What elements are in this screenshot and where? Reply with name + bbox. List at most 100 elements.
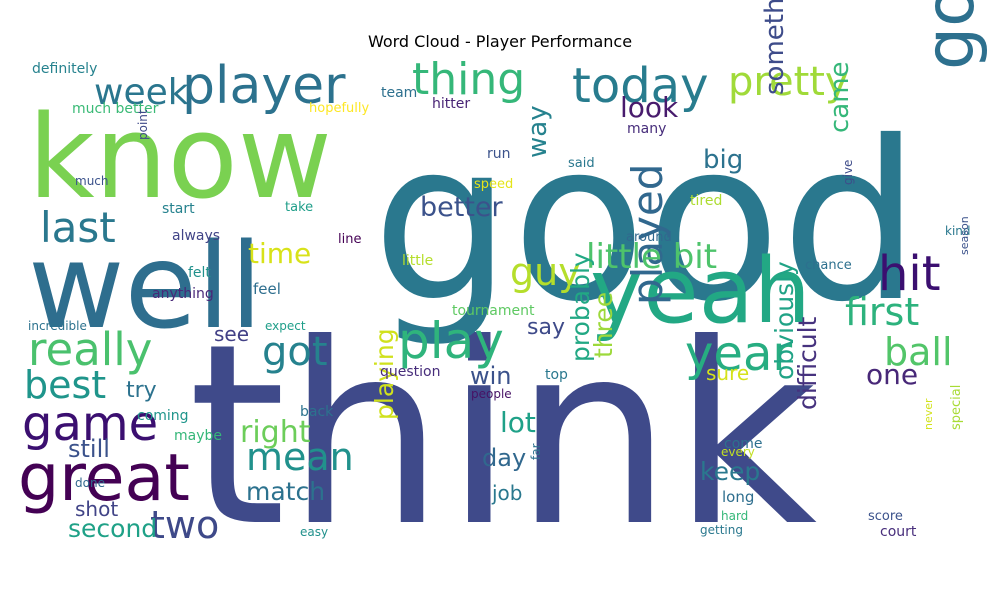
word-big: big bbox=[703, 145, 743, 175]
word-hitter: hitter bbox=[432, 96, 470, 112]
word-come: come bbox=[724, 436, 763, 452]
word-anything: anything bbox=[152, 286, 214, 302]
word-tired: tired bbox=[690, 193, 722, 209]
word-feel: feel bbox=[253, 280, 281, 298]
word-got: got bbox=[262, 329, 328, 375]
chart-title: Word Cloud - Player Performance bbox=[367, 32, 633, 51]
word-little: little bbox=[402, 253, 433, 269]
word-easy: easy bbox=[300, 525, 328, 539]
word-day: day bbox=[482, 444, 526, 472]
word-week: week bbox=[94, 72, 189, 113]
word-score: score bbox=[868, 509, 903, 524]
word-match: match bbox=[246, 477, 325, 506]
word-right: right bbox=[240, 415, 311, 450]
word-getting: getting bbox=[700, 523, 743, 537]
word-never: never bbox=[922, 398, 935, 430]
word-thing: thing bbox=[412, 54, 525, 105]
word-shot: shot bbox=[75, 497, 118, 521]
word-player: player bbox=[182, 56, 346, 116]
word-team: team bbox=[381, 85, 417, 101]
word-tournament: tournament bbox=[452, 303, 535, 319]
word-long: long bbox=[722, 488, 754, 506]
word-playing: playing bbox=[370, 328, 399, 420]
word-little-bit: little bit bbox=[586, 237, 717, 277]
word-court: court bbox=[880, 524, 917, 540]
word-much-better: much better bbox=[72, 101, 159, 117]
word-two: two bbox=[150, 503, 219, 547]
word-hard: hard bbox=[721, 509, 748, 523]
word-came: came bbox=[825, 61, 855, 133]
word-much: much bbox=[75, 174, 109, 188]
word-point: point bbox=[136, 109, 150, 140]
word-felt: felt bbox=[188, 265, 211, 281]
word-maybe: maybe bbox=[174, 428, 222, 444]
word-obviously: obviously bbox=[770, 261, 799, 380]
word-second: second bbox=[68, 514, 157, 543]
word-lot: lot bbox=[500, 406, 536, 439]
word-chance: chance bbox=[805, 258, 852, 273]
word-play: play bbox=[398, 312, 504, 370]
word-game: game bbox=[22, 396, 158, 452]
word-mean: mean bbox=[246, 435, 354, 479]
word-back: back bbox=[300, 404, 334, 420]
word-today: today bbox=[572, 58, 708, 114]
word-going: going bbox=[911, 0, 990, 70]
word-think: think bbox=[188, 290, 817, 581]
word-give: give bbox=[841, 160, 855, 185]
word-try: try bbox=[126, 378, 157, 403]
word-guy: guy bbox=[510, 250, 581, 294]
word-see: see bbox=[214, 322, 249, 346]
word-best: best bbox=[24, 363, 106, 407]
word-three: three bbox=[589, 292, 618, 358]
word-first: first bbox=[845, 290, 919, 334]
word-yeah: yeah bbox=[590, 239, 811, 344]
word-coming: coming bbox=[137, 408, 189, 424]
word-take: take bbox=[285, 200, 313, 215]
word-far: far bbox=[529, 443, 543, 460]
word-expect: expect bbox=[265, 319, 306, 333]
word-good: good bbox=[372, 94, 921, 350]
word-win: win bbox=[470, 362, 512, 390]
word-played: played bbox=[623, 164, 672, 305]
word-well: well bbox=[28, 217, 263, 355]
word-probably: probably bbox=[566, 252, 595, 362]
word-run: run bbox=[487, 146, 511, 162]
word-ball: ball bbox=[884, 330, 953, 374]
word-better: better bbox=[420, 192, 504, 223]
word-every: every bbox=[721, 445, 755, 459]
word-last: last bbox=[40, 203, 116, 252]
word-always: always bbox=[172, 228, 220, 244]
word-question: question bbox=[380, 364, 440, 380]
word-top: top bbox=[545, 367, 568, 383]
word-many: many bbox=[627, 121, 666, 137]
word-look: look bbox=[620, 91, 679, 124]
word-season: season bbox=[958, 216, 971, 255]
word-really: really bbox=[28, 323, 152, 376]
word-people: people bbox=[471, 387, 512, 401]
word-job: job bbox=[491, 481, 523, 505]
word-incredible: incredible bbox=[28, 319, 87, 333]
word-year: year bbox=[685, 326, 792, 382]
word-time: time bbox=[248, 237, 311, 270]
word-great: great bbox=[18, 441, 190, 516]
word-keep: keep bbox=[700, 457, 760, 486]
word-done: done bbox=[75, 476, 105, 490]
word-special: special bbox=[949, 385, 964, 430]
word-something: something bbox=[760, 0, 790, 95]
word-one: one bbox=[866, 358, 918, 391]
word-still: still bbox=[68, 435, 110, 463]
word-line: line bbox=[338, 232, 361, 247]
word-sure: sure bbox=[706, 361, 749, 385]
word-pretty: pretty bbox=[728, 59, 849, 105]
word-say: say bbox=[527, 315, 565, 340]
word-kind: kind bbox=[945, 224, 971, 238]
word-difficult: difficult bbox=[793, 316, 822, 410]
word-start: start bbox=[162, 201, 195, 217]
word-know: know bbox=[28, 91, 332, 225]
word-hopefully: hopefully bbox=[309, 101, 369, 116]
word-hit: hit bbox=[878, 246, 941, 302]
word-said: said bbox=[568, 156, 595, 171]
word-speed: speed bbox=[474, 177, 513, 192]
